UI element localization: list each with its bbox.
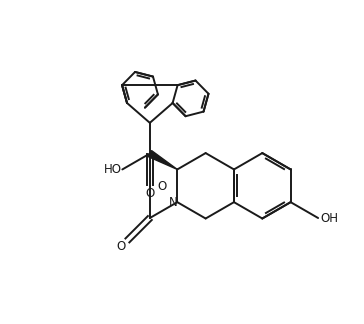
Text: O: O <box>145 187 154 200</box>
Text: OH: OH <box>320 212 338 225</box>
Text: HO: HO <box>103 163 122 176</box>
Polygon shape <box>148 151 177 169</box>
Text: N: N <box>169 196 178 209</box>
Text: O: O <box>117 240 126 253</box>
Text: O: O <box>158 180 167 193</box>
